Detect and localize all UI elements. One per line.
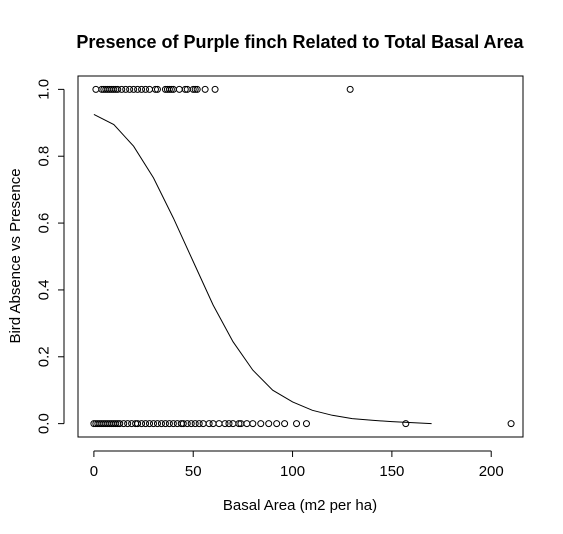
x-tick-label: 100	[280, 463, 305, 480]
data-point	[181, 85, 189, 93]
y-tick-label: 0.6	[36, 213, 53, 234]
data-point	[189, 85, 197, 93]
data-point	[293, 420, 301, 428]
data-point	[191, 420, 199, 428]
data-point	[134, 85, 142, 93]
data-point	[215, 420, 223, 428]
data-point	[346, 85, 354, 93]
data-points	[90, 85, 515, 428]
data-point	[116, 420, 124, 428]
data-point	[205, 420, 213, 428]
data-point	[229, 420, 237, 428]
data-point	[193, 85, 201, 93]
x-tick-label: 0	[90, 463, 98, 480]
data-point	[221, 420, 229, 428]
x-tick-label: 150	[379, 463, 404, 480]
data-point	[126, 85, 134, 93]
data-point	[273, 420, 281, 428]
data-point	[151, 85, 159, 93]
data-point	[281, 420, 289, 428]
data-point	[199, 420, 207, 428]
data-point	[243, 420, 251, 428]
y-tick-label: 0.2	[36, 346, 53, 367]
data-point	[265, 420, 273, 428]
data-point	[142, 85, 150, 93]
y-tick-label: 0.8	[36, 146, 53, 167]
data-point	[138, 420, 146, 428]
data-point	[191, 85, 199, 93]
data-point	[134, 420, 142, 428]
data-point	[118, 85, 126, 93]
data-point	[402, 420, 410, 428]
data-point	[112, 420, 120, 428]
data-point	[183, 420, 191, 428]
data-point	[114, 85, 122, 93]
y-tick-label: 0.0	[36, 413, 53, 434]
fitted-curve	[93, 113, 432, 425]
x-axis-label: Basal Area (m2 per ha)	[223, 497, 377, 514]
data-point	[124, 420, 132, 428]
y-tick-label: 1.0	[36, 79, 53, 100]
fitted-curve-line	[93, 113, 432, 425]
x-tick-label: 50	[185, 463, 202, 480]
x-axis: 0 50 100 150 200	[90, 450, 504, 480]
data-point	[138, 85, 146, 93]
data-point	[167, 85, 175, 93]
data-point	[249, 420, 257, 428]
data-point	[120, 420, 128, 428]
data-point	[146, 85, 154, 93]
data-point	[209, 420, 217, 428]
data-point	[257, 420, 265, 428]
data-point	[130, 85, 138, 93]
data-point	[195, 420, 203, 428]
data-point	[179, 420, 187, 428]
data-point	[211, 85, 219, 93]
data-point	[110, 85, 118, 93]
data-point	[122, 85, 130, 93]
data-point	[175, 85, 183, 93]
data-point	[157, 420, 165, 428]
data-point	[165, 85, 173, 93]
data-point	[142, 420, 150, 428]
x-tick-label: 200	[479, 463, 504, 480]
data-point	[235, 420, 243, 428]
data-point	[225, 420, 233, 428]
data-point	[302, 420, 310, 428]
data-point	[146, 420, 154, 428]
plot-frame	[77, 75, 524, 438]
data-point	[165, 420, 173, 428]
data-point	[187, 420, 195, 428]
data-point	[149, 420, 157, 428]
chart-title: Presence of Purple finch Related to Tota…	[76, 32, 524, 52]
data-point	[201, 85, 209, 93]
data-point	[161, 420, 169, 428]
data-point	[169, 420, 177, 428]
y-tick-label: 0.4	[36, 279, 53, 300]
data-point	[92, 85, 100, 93]
y-axis-label: Bird Absence vs Presence	[7, 168, 24, 343]
data-point	[507, 420, 515, 428]
y-axis: 0.0 0.2 0.4 0.6 0.8 1.0	[36, 79, 65, 434]
data-point	[153, 420, 161, 428]
data-point	[153, 85, 161, 93]
